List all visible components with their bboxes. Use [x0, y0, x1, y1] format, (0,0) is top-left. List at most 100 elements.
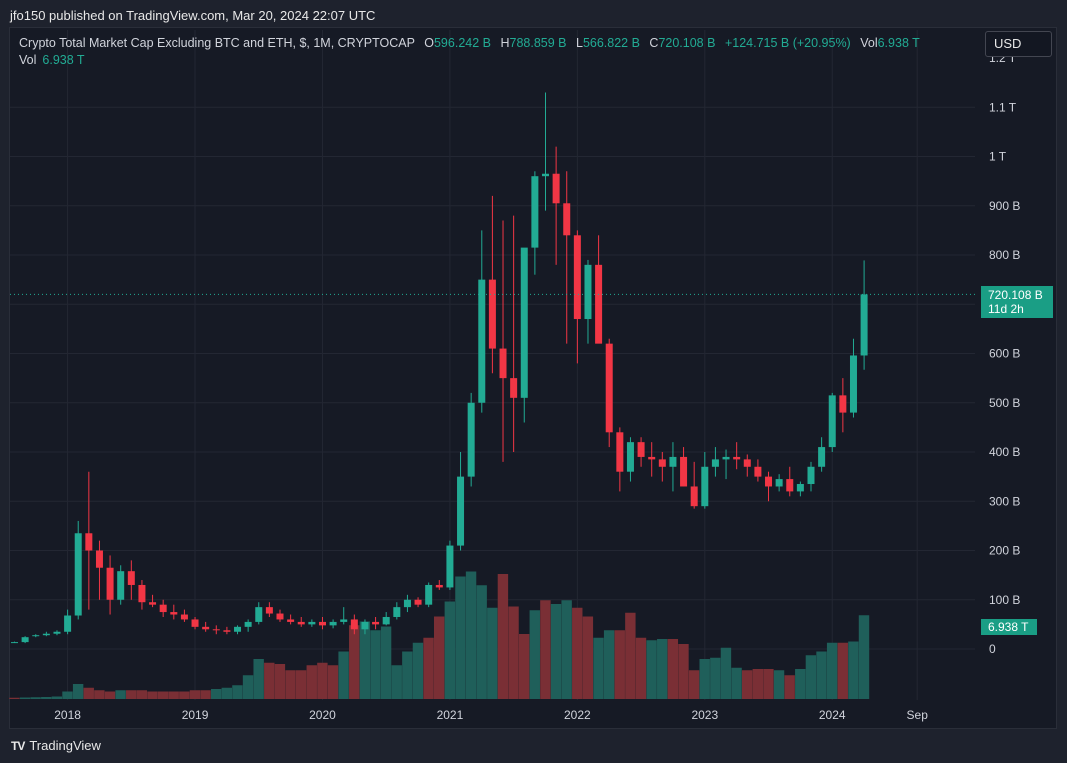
- volume-label: Vol: [860, 36, 878, 50]
- volume-legend-value: 6.938 T: [42, 53, 85, 67]
- tradingview-brand[interactable]: TV TradingView: [11, 738, 101, 753]
- x-tick-label: 2022: [564, 708, 591, 722]
- candle-body: [722, 456, 730, 460]
- candle-body: [106, 567, 114, 600]
- volume-bar: [646, 640, 657, 699]
- volume-bar: [253, 659, 264, 699]
- volume-bar: [582, 616, 594, 699]
- volume-bar: [497, 574, 509, 699]
- candle-body: [180, 614, 188, 620]
- volume-bar: [380, 626, 392, 699]
- volume-bar: [402, 651, 413, 699]
- volume-tag: 6.938 T: [981, 619, 1037, 635]
- candle-body: [127, 571, 135, 585]
- candle-body: [658, 459, 666, 467]
- candle-body: [74, 533, 82, 616]
- volume-bar: [274, 664, 286, 699]
- low-label: L: [575, 36, 583, 50]
- y-tick-label: 400 B: [989, 445, 1020, 459]
- volume-bar: [550, 604, 562, 699]
- candle-body: [350, 619, 358, 630]
- candle-body: [796, 484, 804, 492]
- volume-bar: [858, 615, 870, 699]
- candle-body: [149, 602, 157, 605]
- y-tick-label: 200 B: [989, 544, 1020, 558]
- candle-body: [170, 612, 178, 615]
- candle-body: [329, 621, 337, 626]
- candle-body: [860, 294, 868, 356]
- candle-body: [32, 635, 40, 637]
- y-tick-label: 500 B: [989, 396, 1020, 410]
- candle-body: [202, 626, 210, 630]
- x-tick-label: 2024: [819, 708, 846, 722]
- last-price-tag: 720.108 B 11d 2h: [981, 286, 1053, 319]
- volume-bar: [349, 625, 360, 699]
- y-tick-label: 100 B: [989, 593, 1020, 607]
- volume-bar: [51, 696, 63, 699]
- bar-countdown: 11d 2h: [988, 302, 1024, 317]
- volume-bar: [540, 600, 551, 699]
- volume-bar: [667, 639, 679, 699]
- candle-body: [223, 630, 231, 632]
- volume-bar: [391, 665, 402, 699]
- volume-bar: [179, 691, 190, 699]
- candle-body: [711, 459, 719, 467]
- x-tick-label: 2019: [182, 708, 209, 722]
- volume-bar: [242, 675, 254, 699]
- volume-bar: [561, 600, 572, 699]
- volume-bar: [264, 662, 275, 699]
- volume-bar: [795, 669, 806, 699]
- open-value: 596.242 B: [433, 36, 491, 50]
- candle-body: [754, 466, 762, 477]
- volume-legend-label: Vol: [19, 53, 37, 67]
- volume-bar: [41, 697, 52, 699]
- candle-body: [234, 626, 242, 632]
- y-tick-label: 1.1 T: [989, 100, 1017, 114]
- currency-button[interactable]: USD: [985, 31, 1052, 57]
- candle-body: [733, 456, 741, 460]
- candle-body: [573, 235, 581, 320]
- volume-bar: [731, 667, 742, 699]
- candle-body: [510, 378, 518, 398]
- candle-body: [775, 479, 783, 487]
- volume-legend: Vol 6.938 T: [19, 53, 85, 67]
- tradingview-logo-icon: TV: [11, 738, 25, 753]
- candle-body: [690, 486, 698, 507]
- candle-body: [595, 264, 603, 344]
- volume-bar: [115, 690, 126, 699]
- volume-bar: [752, 669, 763, 699]
- candle-body: [488, 279, 496, 349]
- volume-bar: [327, 665, 339, 699]
- volume-bar: [126, 690, 137, 699]
- candle-body: [818, 447, 826, 467]
- candle-body: [531, 176, 539, 248]
- candle-body: [849, 355, 857, 413]
- candle-body: [382, 616, 390, 625]
- candle-body: [138, 584, 146, 603]
- y-tick-label: 1 T: [989, 150, 1007, 164]
- candle-body: [648, 456, 656, 460]
- publisher-line: jfo150 published on TradingView.com, Mar…: [10, 8, 376, 23]
- x-tick-label: 2023: [691, 708, 718, 722]
- y-tick-label: 0: [989, 642, 996, 656]
- volume-bar: [741, 670, 753, 699]
- volume-bar: [221, 687, 232, 699]
- x-tick-label: 2021: [437, 708, 464, 722]
- candle-body: [626, 442, 634, 472]
- symbol-title: Crypto Total Market Cap Excluding BTC an…: [19, 36, 415, 50]
- candle-body: [287, 619, 295, 622]
- volume-bar: [157, 691, 169, 699]
- candle-body: [520, 247, 528, 398]
- volume-bar: [317, 662, 328, 699]
- candle-body: [308, 621, 316, 625]
- candle-body: [605, 343, 613, 433]
- volume-bar: [72, 684, 84, 699]
- volume-bar: [848, 641, 859, 699]
- volume-bar: [30, 697, 41, 699]
- volume-bar: [784, 675, 795, 699]
- candle-body: [637, 442, 645, 457]
- volume-bar: [295, 670, 307, 699]
- y-tick-label: 900 B: [989, 199, 1020, 213]
- volume-bar: [465, 571, 477, 699]
